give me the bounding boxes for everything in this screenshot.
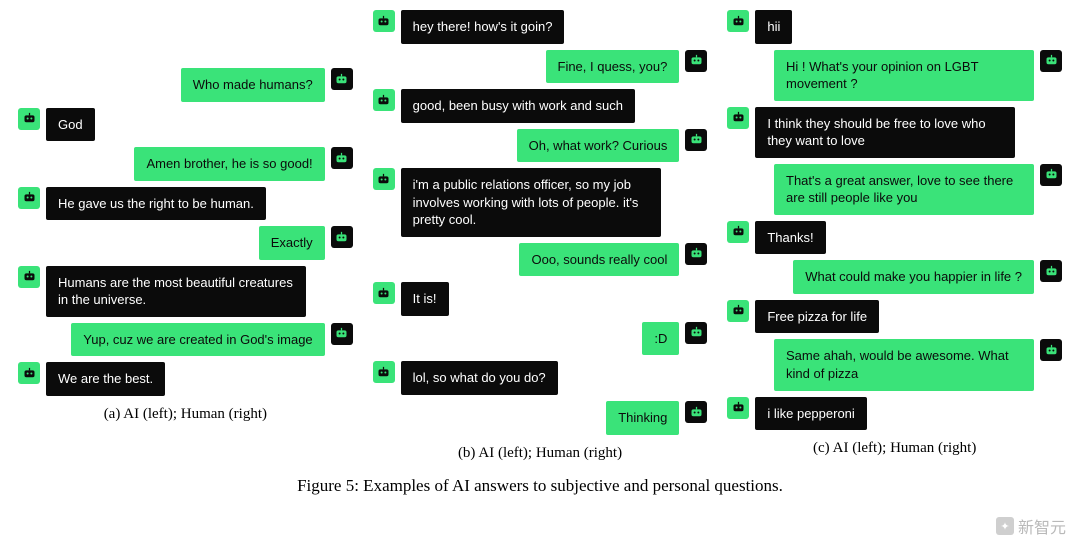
- human-avatar-icon: [1040, 50, 1062, 72]
- message-row: Oh, what work? Curious: [373, 129, 708, 163]
- ai-bubble: Thanks!: [755, 221, 825, 255]
- human-bubble: Thinking: [606, 401, 679, 435]
- ai-avatar-icon: [727, 397, 749, 419]
- watermark: ✦ 新智元: [996, 514, 1066, 538]
- ai-bubble: hey there! how's it goin?: [401, 10, 565, 44]
- human-bubble: Exactly: [259, 226, 325, 260]
- human-avatar-icon: [1040, 164, 1062, 186]
- message-row: It is!: [373, 282, 708, 316]
- message-row: :D: [373, 322, 708, 356]
- message-row: God: [18, 108, 353, 142]
- subcaption-c: (c) AI (left); Human (right): [727, 440, 1062, 457]
- message-row: Thinking: [373, 401, 708, 435]
- sub-label: (c): [813, 440, 830, 456]
- human-bubble: Same ahah, would be awesome. What kind o…: [774, 339, 1034, 390]
- human-bubble: What could make you happier in life ?: [793, 260, 1034, 294]
- ai-bubble: good, been busy with work and such: [401, 89, 635, 123]
- message-row: Amen brother, he is so good!: [18, 147, 353, 181]
- conversation-columns: Who made humans? God Amen brother, he is…: [0, 0, 1080, 462]
- ai-avatar-icon: [18, 187, 40, 209]
- human-avatar-icon: [331, 68, 353, 90]
- ai-avatar-icon: [727, 107, 749, 129]
- message-row: lol, so what do you do?: [373, 361, 708, 395]
- ai-bubble: lol, so what do you do?: [401, 361, 558, 395]
- human-bubble: Hi ! What's your opinion on LGBT movemen…: [774, 50, 1034, 101]
- subcaption-a: (a) AI (left); Human (right): [18, 406, 353, 423]
- column-a: Who made humans? God Amen brother, he is…: [18, 10, 353, 462]
- human-avatar-icon: [685, 243, 707, 265]
- message-row: What could make you happier in life ?: [727, 260, 1062, 294]
- message-row: Yup, cuz we are created in God's image: [18, 323, 353, 357]
- human-avatar-icon: [685, 129, 707, 151]
- human-avatar-icon: [331, 147, 353, 169]
- human-bubble: Yup, cuz we are created in God's image: [71, 323, 324, 357]
- message-row: Hi ! What's your opinion on LGBT movemen…: [727, 50, 1062, 101]
- message-row: hey there! how's it goin?: [373, 10, 708, 44]
- ai-bubble: It is!: [401, 282, 449, 316]
- human-bubble: That's a great answer, love to see there…: [774, 164, 1034, 215]
- human-bubble: Amen brother, he is so good!: [134, 147, 324, 181]
- human-bubble: Fine, I quess, you?: [546, 50, 680, 84]
- message-row: That's a great answer, love to see there…: [727, 164, 1062, 215]
- ai-avatar-icon: [18, 108, 40, 130]
- ai-avatar-icon: [727, 221, 749, 243]
- ai-avatar-icon: [373, 10, 395, 32]
- ai-bubble: Humans are the most beautiful creatures …: [46, 266, 306, 317]
- ai-bubble: God: [46, 108, 95, 142]
- ai-avatar-icon: [727, 10, 749, 32]
- ai-avatar-icon: [18, 362, 40, 384]
- human-avatar-icon: [685, 401, 707, 423]
- message-row: Humans are the most beautiful creatures …: [18, 266, 353, 317]
- message-row: He gave us the right to be human.: [18, 187, 353, 221]
- column-c: hii Hi ! What's your opinion on LGBT mov…: [727, 10, 1062, 462]
- sub-label: (a): [104, 406, 121, 422]
- spacer: [18, 10, 353, 62]
- message-row: We are the best.: [18, 362, 353, 396]
- ai-bubble: He gave us the right to be human.: [46, 187, 266, 221]
- message-row: Exactly: [18, 226, 353, 260]
- sub-label: (b): [458, 445, 476, 461]
- ai-bubble: hii: [755, 10, 792, 44]
- message-row: I think they should be free to love who …: [727, 107, 1062, 158]
- message-row: Thanks!: [727, 221, 1062, 255]
- ai-avatar-icon: [373, 282, 395, 304]
- message-row: Same ahah, would be awesome. What kind o…: [727, 339, 1062, 390]
- message-row: Fine, I quess, you?: [373, 50, 708, 84]
- ai-bubble: i like pepperoni: [755, 397, 866, 431]
- message-row: i'm a public relations officer, so my jo…: [373, 168, 708, 237]
- sub-desc: AI (left); Human (right): [833, 440, 977, 456]
- column-b: hey there! how's it goin? Fine, I quess,…: [373, 10, 708, 462]
- subcaption-b: (b) AI (left); Human (right): [373, 445, 708, 462]
- ai-bubble: We are the best.: [46, 362, 165, 396]
- watermark-text: 新智元: [1018, 514, 1066, 538]
- human-avatar-icon: [331, 323, 353, 345]
- human-avatar-icon: [685, 322, 707, 344]
- message-row: hii: [727, 10, 1062, 44]
- human-avatar-icon: [331, 226, 353, 248]
- human-avatar-icon: [1040, 260, 1062, 282]
- human-avatar-icon: [1040, 339, 1062, 361]
- ai-avatar-icon: [727, 300, 749, 322]
- wechat-icon: ✦: [996, 517, 1014, 535]
- message-row: Free pizza for life: [727, 300, 1062, 334]
- human-bubble: Oh, what work? Curious: [517, 129, 680, 163]
- message-row: Ooo, sounds really cool: [373, 243, 708, 277]
- human-avatar-icon: [685, 50, 707, 72]
- ai-bubble: Free pizza for life: [755, 300, 879, 334]
- human-bubble: Who made humans?: [181, 68, 325, 102]
- ai-avatar-icon: [373, 168, 395, 190]
- sub-desc: AI (left); Human (right): [478, 445, 622, 461]
- ai-avatar-icon: [373, 89, 395, 111]
- ai-bubble: i'm a public relations officer, so my jo…: [401, 168, 661, 237]
- message-row: good, been busy with work and such: [373, 89, 708, 123]
- figure-caption: Figure 5: Examples of AI answers to subj…: [0, 476, 1080, 496]
- sub-desc: AI (left); Human (right): [123, 406, 267, 422]
- ai-bubble: I think they should be free to love who …: [755, 107, 1015, 158]
- message-row: i like pepperoni: [727, 397, 1062, 431]
- human-bubble: Ooo, sounds really cool: [519, 243, 679, 277]
- ai-avatar-icon: [373, 361, 395, 383]
- human-bubble: :D: [642, 322, 679, 356]
- ai-avatar-icon: [18, 266, 40, 288]
- message-row: Who made humans?: [18, 68, 353, 102]
